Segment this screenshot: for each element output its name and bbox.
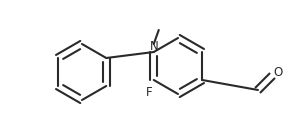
Text: O: O	[274, 66, 283, 78]
Text: F: F	[146, 86, 153, 99]
Text: N: N	[149, 40, 158, 53]
